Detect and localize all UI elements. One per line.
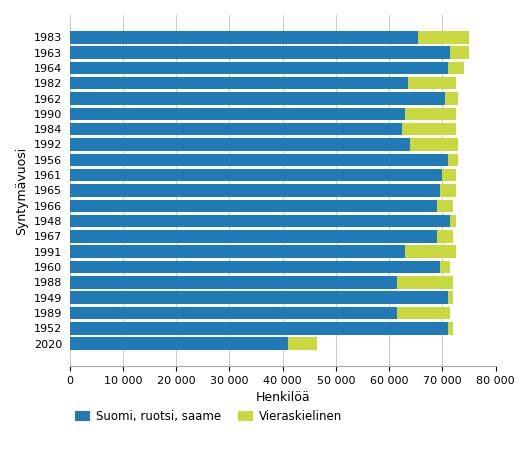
Bar xyxy=(69,337,288,350)
Bar xyxy=(69,77,408,89)
Bar xyxy=(69,215,450,228)
Y-axis label: Syntymävuosi: Syntymävuosi xyxy=(15,146,28,235)
Bar xyxy=(69,307,397,319)
Bar xyxy=(440,184,456,197)
Bar xyxy=(408,77,456,89)
Bar xyxy=(410,138,458,151)
Bar xyxy=(69,184,440,197)
Bar xyxy=(448,154,458,166)
Bar xyxy=(448,61,464,74)
Bar xyxy=(450,215,456,228)
Bar xyxy=(69,46,450,59)
Bar xyxy=(397,307,450,319)
Bar xyxy=(69,92,445,105)
Bar xyxy=(69,261,440,273)
Bar xyxy=(440,261,450,273)
Bar xyxy=(69,107,405,120)
Bar xyxy=(69,61,448,74)
Bar xyxy=(69,154,448,166)
Bar xyxy=(69,200,437,212)
Bar xyxy=(405,245,456,258)
Bar xyxy=(450,46,469,59)
Bar xyxy=(443,169,456,182)
Bar xyxy=(69,138,410,151)
Bar xyxy=(69,322,448,335)
Bar xyxy=(69,230,437,243)
Legend: Suomi, ruotsi, saame, Vieraskielinen: Suomi, ruotsi, saame, Vieraskielinen xyxy=(75,411,342,423)
Bar xyxy=(69,291,448,304)
Bar xyxy=(397,276,453,289)
Bar xyxy=(69,276,397,289)
Bar xyxy=(69,123,402,135)
Bar xyxy=(69,169,443,182)
Bar xyxy=(448,291,453,304)
Bar xyxy=(437,230,453,243)
Bar xyxy=(288,337,317,350)
Bar xyxy=(402,123,456,135)
Bar xyxy=(445,92,458,105)
Bar xyxy=(437,200,453,212)
Bar xyxy=(448,322,453,335)
Bar xyxy=(69,31,419,44)
Bar xyxy=(69,245,405,258)
X-axis label: Henkilöä: Henkilöä xyxy=(255,391,310,404)
Bar xyxy=(419,31,469,44)
Bar xyxy=(405,107,456,120)
